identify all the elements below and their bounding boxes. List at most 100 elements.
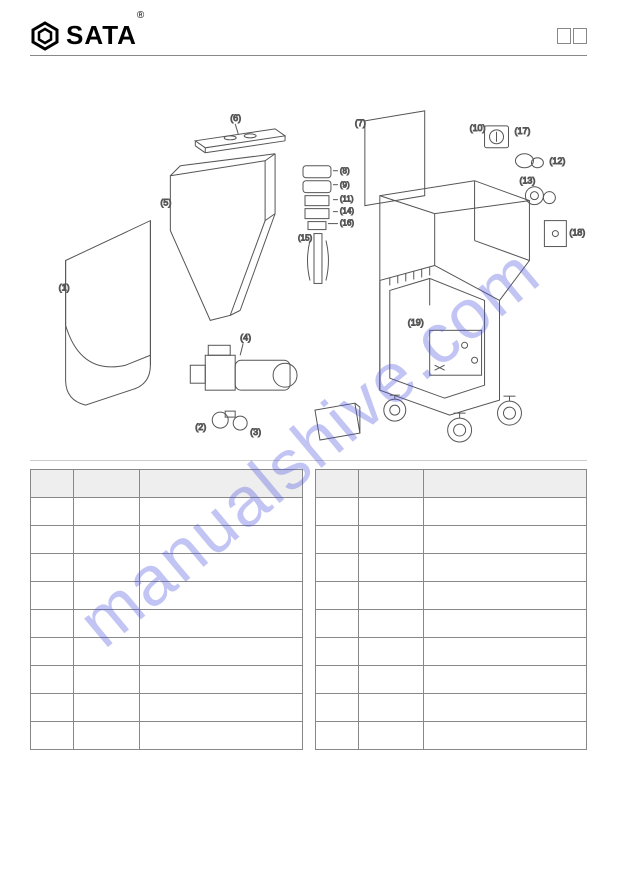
table-header-row	[31, 470, 303, 498]
col-header	[31, 470, 74, 498]
diagram-part-lid	[195, 129, 285, 153]
table-cell	[358, 694, 423, 722]
table-cell	[31, 554, 74, 582]
table-cell	[139, 638, 302, 666]
table-cell	[315, 666, 358, 694]
col-header	[358, 470, 423, 498]
table-cell	[31, 638, 74, 666]
table-cell	[424, 526, 587, 554]
table-cell	[31, 526, 74, 554]
table-cell	[358, 638, 423, 666]
diagram-part-motor	[190, 345, 297, 390]
callout-4: (4)	[240, 332, 251, 342]
page-box	[573, 28, 587, 44]
table-row	[315, 666, 587, 694]
table-cell	[139, 666, 302, 694]
registered-mark: ®	[137, 10, 144, 21]
table-row	[31, 666, 303, 694]
table-cell	[74, 666, 139, 694]
table-cell	[31, 722, 74, 750]
table-cell	[139, 554, 302, 582]
col-header	[74, 470, 139, 498]
table-cell	[139, 610, 302, 638]
table-cell	[31, 610, 74, 638]
table-row	[315, 694, 587, 722]
table-cell	[74, 498, 139, 526]
callout-13: (13)	[519, 176, 535, 186]
callout-17: (17)	[514, 126, 530, 136]
table-cell	[315, 638, 358, 666]
callout-11: (11)	[340, 195, 354, 204]
table-header-row	[315, 470, 587, 498]
diagram-part-hopper	[170, 154, 275, 321]
exploded-diagram: (1) (5)	[30, 66, 587, 461]
diagram-part-plate	[544, 221, 566, 247]
table-cell	[424, 582, 587, 610]
table-body-left	[31, 498, 303, 750]
brand-logo: SATA®	[30, 20, 144, 51]
callout-1: (1)	[59, 282, 70, 292]
callout-9: (9)	[340, 181, 350, 190]
table-cell	[74, 610, 139, 638]
table-row	[315, 610, 587, 638]
table-row	[31, 582, 303, 610]
callout-15: (15)	[298, 234, 313, 243]
table-cell	[31, 694, 74, 722]
table-cell	[74, 722, 139, 750]
parts-tables	[30, 469, 587, 750]
table-cell	[358, 582, 423, 610]
table-cell	[424, 610, 587, 638]
table-row	[315, 526, 587, 554]
table-cell	[315, 610, 358, 638]
manual-page: SATA® (1)	[0, 0, 617, 893]
diagram-part-basin	[66, 221, 151, 406]
table-cell	[139, 722, 302, 750]
table-row	[31, 498, 303, 526]
col-header	[315, 470, 358, 498]
table-cell	[358, 666, 423, 694]
callout-12: (12)	[549, 156, 565, 166]
callout-2: (2)	[195, 422, 206, 432]
callout-8: (8)	[340, 167, 350, 176]
page-box	[557, 28, 571, 44]
table-cell	[74, 638, 139, 666]
table-row	[31, 526, 303, 554]
table-cell	[315, 554, 358, 582]
diagram-part-clamp-stack	[303, 166, 331, 284]
table-cell	[74, 582, 139, 610]
table-cell	[31, 582, 74, 610]
table-row	[315, 498, 587, 526]
table-row	[31, 694, 303, 722]
table-cell	[315, 582, 358, 610]
table-row	[315, 582, 587, 610]
callout-6: (6)	[230, 113, 241, 123]
table-cell	[315, 498, 358, 526]
header-page-boxes	[557, 28, 587, 44]
table-cell	[139, 498, 302, 526]
table-cell	[358, 722, 423, 750]
table-cell	[31, 666, 74, 694]
parts-table-right	[315, 469, 588, 750]
col-header	[139, 470, 302, 498]
table-cell	[315, 722, 358, 750]
diagram-part-panel	[365, 111, 425, 206]
table-cell	[358, 498, 423, 526]
diagram-part-switch	[485, 126, 509, 148]
brand-text: SATA®	[66, 20, 144, 51]
table-body-right	[315, 498, 587, 750]
callout-5: (5)	[160, 198, 171, 208]
table-row	[315, 638, 587, 666]
callout-18: (18)	[569, 228, 585, 238]
table-cell	[358, 526, 423, 554]
table-cell	[358, 554, 423, 582]
table-cell	[424, 498, 587, 526]
diagram-part-connector	[515, 154, 543, 168]
diagram-part-cover	[315, 403, 360, 440]
table-cell	[74, 694, 139, 722]
sata-hex-icon	[30, 21, 60, 51]
callout-16: (16)	[340, 219, 355, 228]
table-row	[315, 722, 587, 750]
table-cell	[424, 554, 587, 582]
parts-table-left	[30, 469, 303, 750]
table-row	[31, 554, 303, 582]
